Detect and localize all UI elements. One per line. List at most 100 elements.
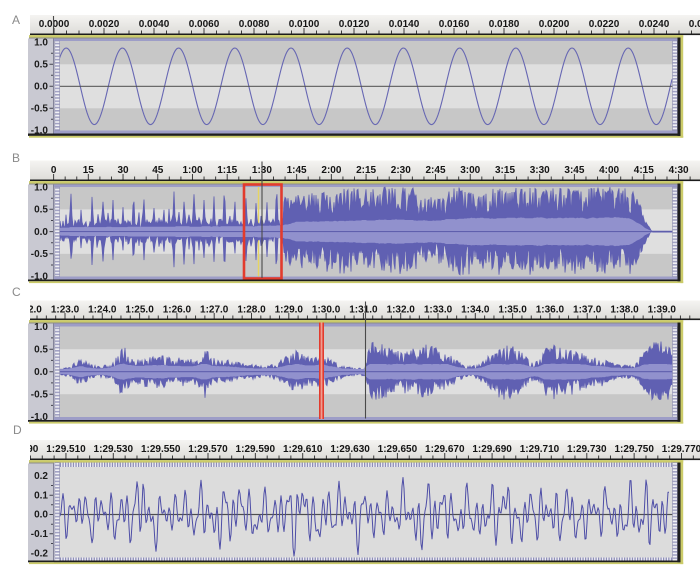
panel-d-ruler-label: 1:29.690 — [472, 444, 512, 455]
panel-d-ruler-label: 1:29.730 — [567, 444, 607, 455]
panel-b-ruler-label: 2:15 — [356, 165, 376, 176]
panel-c-ruler-label: 1:28.0 — [237, 304, 266, 315]
panel-c-ruler-label: 1:33.0 — [424, 304, 453, 315]
panel-d-vertical-scale[interactable]: 0.2 0.1 0.0 -0.1 -0.2 — [28, 463, 54, 561]
panel-b-ruler-label: 1:00 — [182, 165, 202, 176]
panel-c-scale-label: 0.5 — [34, 344, 48, 355]
panel-b-clip-right-edge[interactable] — [672, 186, 678, 277]
panel-d: 1:29.490 1:29.510 1:29.530 1:29.550 1:29.570… — [0, 440, 700, 565]
panel-c-playhead-cursor[interactable] — [364, 301, 367, 419]
panel-a-ruler-label: 0.0120 — [339, 19, 370, 30]
panel-b-ruler-label: 1:45 — [287, 165, 307, 176]
panel-b-ruler-label: 15 — [83, 165, 95, 176]
panel-b-ruler-label: 30 — [117, 165, 129, 176]
panel-b-scale-label: -0.5 — [31, 249, 49, 260]
panel-b-waveform-clip[interactable] — [54, 184, 678, 280]
panel-a-ruler-label: 0.0000 — [39, 19, 70, 30]
panel-c-ruler-label: 1:26.0 — [163, 304, 192, 315]
panel-d-scale-label: -0.1 — [31, 529, 49, 540]
panel-b-scale-label: 1.0 — [34, 182, 48, 193]
panel-c-ruler-label: 1:37.0 — [573, 304, 602, 315]
panel-a-playhead-cursor[interactable] — [52, 16, 55, 34]
panel-b-ruler-label: 3:45 — [564, 165, 584, 176]
panel-a-ruler-label: 0.0140 — [389, 19, 420, 30]
panel-d-clip-right-edge[interactable] — [672, 462, 678, 562]
panel-b-scale-label: 0.0 — [34, 227, 48, 238]
panel-d-ruler-label: 1:29.530 — [94, 444, 134, 455]
panel-b: 0 15 30 45 1:00 1:15 1:30 1:45 2:00 2:15 2:30 2:45 3… — [28, 160, 700, 284]
panel-c-zoom-region-marker — [319, 322, 324, 419]
panel-a-clip-left-edge[interactable] — [54, 40, 60, 131]
panel-b-ruler-label: 4:00 — [599, 165, 619, 176]
panel-d-ruler-label: 1:29.490 — [0, 444, 39, 455]
panel-b-ruler-label: 0 — [51, 165, 57, 176]
panel-a-letter: A — [12, 13, 21, 27]
panel-b-ruler-label: 4:30 — [669, 165, 689, 176]
panel-d-scale-label: 0.0 — [34, 510, 48, 521]
panel-d-ruler-label: 1:29.710 — [520, 444, 560, 455]
panel-b-clip-left-edge[interactable] — [54, 186, 60, 277]
panel-b-ruler-label: 3:00 — [460, 165, 480, 176]
panel-a-scale-label: 0.5 — [34, 60, 48, 71]
panel-b-ruler-label: 3:15 — [495, 165, 515, 176]
panel-b-ruler-label: 3:30 — [530, 165, 550, 176]
panel-a-ruler-label: 0.0020 — [89, 19, 120, 30]
panel-c-timeline-ruler[interactable]: 1:22.0 1:23.0 1:24.0 1:25.0 1:26.0 1:27.0 1:28… — [14, 300, 700, 319]
panel-c-scale-label: 1.0 — [34, 322, 48, 333]
panel-b-ruler-label: 4:15 — [634, 165, 654, 176]
panel-b-vertical-scale[interactable]: 1.0 0.5 0.0 -0.5 -1.0 — [28, 182, 54, 282]
panel-a-ruler-label: 0.0040 — [139, 19, 170, 30]
panel-d-scale-label: -0.2 — [31, 548, 49, 559]
panel-a-clip-right-edge[interactable] — [672, 40, 678, 131]
panel-d-scale-label: 0.1 — [34, 490, 48, 501]
panel-b-ruler-label: 2:45 — [425, 165, 445, 176]
panel-a-waveform-clip[interactable] — [54, 38, 678, 134]
panel-b-ruler-label: 45 — [152, 165, 164, 176]
panel-d-ruler-label: 1:29.570 — [188, 444, 228, 455]
panel-a-timeline-ruler[interactable]: 0.0000 0.0020 0.0040 0.0060 0.0080 0.0100 0.01… — [30, 15, 700, 34]
panel-c-letter: C — [12, 285, 21, 299]
panel-c-ruler-label: 1:23.0 — [51, 304, 80, 315]
panel-c: 1:22.0 1:23.0 1:24.0 1:25.0 1:26.0 1:27.0 1:28… — [14, 300, 700, 424]
panel-b-ruler-label: 2:30 — [391, 165, 411, 176]
panel-c-scale-label: -1.0 — [31, 412, 49, 423]
panel-d-letter: D — [13, 422, 22, 437]
panel-c-ruler-label: 1:22.0 — [14, 304, 43, 315]
panel-a-ruler-label: 0.0060 — [189, 19, 220, 30]
panel-d-ruler-label: 1:29.650 — [378, 444, 418, 455]
panel-d-timeline-ruler[interactable]: 1:29.490 1:29.510 1:29.530 1:29.550 1:29.570… — [0, 440, 700, 459]
panel-a: 0.00000.00200.00400.00600.00800.01000.01… — [28, 15, 700, 138]
panel-d-ruler-label: 1:29.770 — [662, 444, 700, 455]
panel-a-scale-label: -1.0 — [31, 126, 49, 137]
panel-c-ruler-label: 1:29.0 — [275, 304, 304, 315]
panel-d-ruler-label: 1:29.510 — [46, 444, 86, 455]
panel-a-scale-label: -0.5 — [31, 104, 49, 115]
panel-c-vertical-scale[interactable]: 1.0 0.5 0.0 -0.5 -1.0 — [28, 322, 54, 423]
panel-d-ruler-label: 1:29.670 — [425, 444, 465, 455]
panel-c-ruler-label: 1:36.0 — [536, 304, 565, 315]
panel-c-scale-label: 0.0 — [34, 367, 48, 378]
panel-b-ruler-label: 1:15 — [217, 165, 237, 176]
panel-c-ruler-label: 1:24.0 — [88, 304, 117, 315]
panel-c-ruler-label: 1:39.0 — [648, 304, 677, 315]
panel-a-vertical-scale[interactable]: 1.0 0.5 0.0 -0.5 -1.0 — [28, 38, 54, 137]
panel-c-ruler-label: 1:34.0 — [461, 304, 490, 315]
panel-a-ruler-label: 0.0080 — [239, 19, 270, 30]
panel-b-timeline-ruler[interactable]: 0 15 30 45 1:00 1:15 1:30 1:45 2:00 2:15 2:30 2:45 3… — [30, 160, 700, 180]
panel-c-ruler-label: 1:25.0 — [125, 304, 154, 315]
panel-c-ruler-label: 1:31.0 — [349, 304, 378, 315]
panel-c-ruler-label: 1:35.0 — [498, 304, 527, 315]
panel-c-clip-left-edge[interactable] — [54, 326, 60, 418]
panel-b-playhead-cursor[interactable] — [261, 161, 263, 279]
panel-b-ruler-label: 2:00 — [321, 165, 341, 176]
panel-c-ruler-label: 1:38.0 — [610, 304, 639, 315]
panel-d-ruler-label: 1:29.750 — [614, 444, 654, 455]
panel-a-ruler-label: 0.0180 — [489, 19, 520, 30]
panel-d-ruler-label: 1:29.610 — [283, 444, 323, 455]
panel-d-clip-left-edge[interactable] — [54, 462, 60, 562]
panel-c-clip-right-edge[interactable] — [672, 326, 678, 418]
panel-a-ruler-label: 0.0260 — [689, 19, 700, 30]
panel-d-waveform-clip[interactable] — [54, 462, 678, 563]
panel-d-scale-label: 0.2 — [34, 471, 48, 482]
